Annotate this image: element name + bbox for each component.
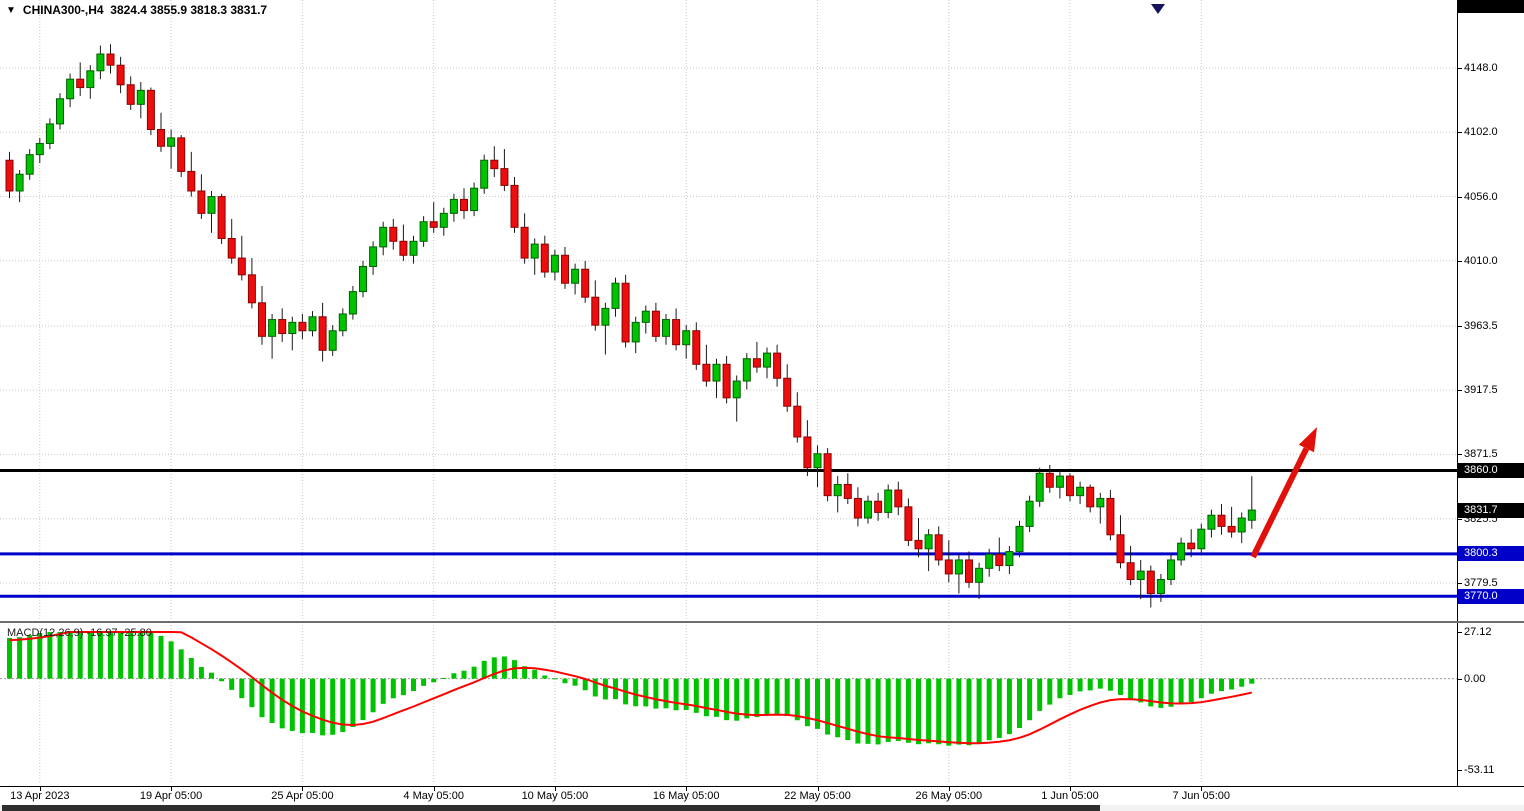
macd-tick-label: -53.11: [1464, 764, 1495, 776]
price-tick-mark: [1458, 325, 1462, 327]
time-tick-label: 13 Apr 2023: [10, 790, 70, 802]
candles: [5, 44, 1256, 608]
price-tick-label: 3871.5: [1464, 448, 1498, 461]
price-line-label: 3770.0: [1458, 588, 1524, 604]
price-tick-label: 3963.5: [1464, 319, 1498, 332]
price-tick-mark: [1458, 518, 1462, 520]
macd-histogram: [7, 632, 1255, 746]
scrollbar-thumb[interactable]: [2, 805, 1100, 811]
time-tick-label: 19 Apr 05:00: [139, 790, 203, 802]
time-tick-mark: [39, 787, 41, 791]
price-tick-mark: [1458, 68, 1462, 69]
price-tick-label: 3779.5: [1464, 577, 1498, 589]
price-tick-mark: [1458, 132, 1462, 134]
chart-title-bar: ▼ CHINA300-,H4 3824.4 3855.9 3818.3 3831…: [6, 3, 267, 17]
time-tick-mark: [1201, 787, 1203, 791]
macd-tick-mark: [1458, 632, 1462, 633]
price-tick-label: 4148.0: [1464, 62, 1498, 74]
price-line-label: 3800.3: [1458, 546, 1524, 562]
price-tick-mark: [1458, 196, 1462, 198]
price-tick-mark: [1458, 583, 1462, 584]
macd-indicator-label: MACD(12,26,9) -16.97 -25.80: [7, 627, 152, 639]
time-tick-label: 1 Jun 05:00: [1041, 790, 1099, 802]
trend-arrow[interactable]: [1250, 447, 1310, 559]
time-tick-label: 10 May 05:00: [521, 790, 589, 802]
macd-tick-mark: [1458, 678, 1462, 680]
trend-arrow-head[interactable]: [1298, 427, 1317, 453]
horizontal-scrollbar[interactable]: [0, 805, 1524, 811]
time-tick-mark: [302, 787, 304, 791]
grid: [0, 0, 1457, 784]
time-tick-mark: [171, 787, 173, 791]
time-tick-label: 25 Apr 05:00: [271, 790, 334, 802]
time-axis[interactable]: 13 Apr 2023 19 Apr 05:00 25 Apr 05:00 4 May…: [0, 786, 1524, 804]
pane-separator[interactable]: [0, 621, 1524, 623]
time-tick-label: 16 May 05:00: [652, 790, 720, 802]
time-tick-mark: [686, 787, 688, 791]
macd-tick-label: 27.12: [1464, 626, 1492, 638]
time-tick-label: 22 May 05:00: [784, 790, 851, 802]
price-line-label: 3860.0: [1458, 462, 1524, 478]
time-tick-mark: [948, 787, 950, 791]
macd-tick-mark: [1458, 770, 1462, 771]
price-tick-mark: [1458, 260, 1462, 262]
macd-signal-line: [9, 631, 1253, 745]
chart-collapse-icon[interactable]: ▼: [6, 4, 16, 16]
price-tick-mark: [1458, 454, 1462, 456]
time-tick-mark: [1070, 787, 1071, 791]
time-tick-mark: [433, 787, 435, 791]
price-tick-label: 4056.0: [1464, 190, 1498, 203]
price-tick-label: 3917.5: [1464, 384, 1498, 397]
price-line-label: 3831.7: [1458, 502, 1524, 518]
time-tick-label: 7 Jun 05:00: [1172, 790, 1231, 802]
symbol-title: CHINA300-,H4 3824.4 3855.9 3818.3 3831.7: [22, 3, 268, 17]
time-tick-mark: [817, 787, 819, 791]
price-axis[interactable]: 4148.0 4102.0 4056.0 4010.0 3963.5 3917.5 3871…: [1457, 0, 1524, 786]
axis-corner-box: [1458, 0, 1524, 13]
scroll-to-end-icon[interactable]: [1151, 4, 1165, 14]
time-tick-mark: [554, 787, 556, 791]
price-tick-label: 4102.0: [1464, 126, 1498, 139]
price-tick-mark: [1458, 390, 1462, 392]
price-tick-label: 4010.0: [1464, 254, 1498, 267]
chart-canvas[interactable]: [0, 0, 1457, 786]
time-tick-label: 26 May 05:00: [915, 790, 983, 802]
time-tick-label: 4 May 05:00: [403, 790, 464, 802]
macd-tick-label: 0.00: [1464, 672, 1486, 685]
